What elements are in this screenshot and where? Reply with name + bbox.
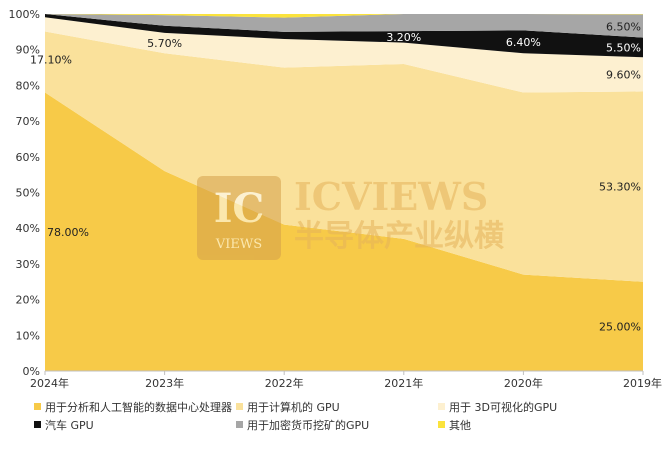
legend-swatch xyxy=(34,403,41,410)
area-series-4 xyxy=(45,14,643,38)
watermark-logo-box xyxy=(197,176,281,260)
y-tick-label: 20% xyxy=(16,294,40,307)
data-label: 78.00% xyxy=(47,226,89,239)
y-tick-label: 10% xyxy=(16,329,40,342)
legend-label: 用于分析和人工智能的数据中心处理器 xyxy=(45,400,232,414)
legend-label: 汽车 GPU xyxy=(45,418,94,432)
x-tick-label: 2021年 xyxy=(384,376,423,390)
y-tick-label: 50% xyxy=(16,187,40,200)
legend-swatch xyxy=(438,421,445,428)
watermark: IC VIEWS ICVIEWS 半导体产业纵横 xyxy=(197,174,504,260)
x-tick-label: 2022年 xyxy=(265,376,304,390)
data-label: 5.70% xyxy=(147,37,182,50)
legend-swatch xyxy=(438,403,445,410)
y-tick-label: 70% xyxy=(16,115,40,128)
watermark-name-en: ICVIEWS xyxy=(294,174,488,219)
data-labels: 78.00% 17.10% 5.70% 3.20% 6.40% 25.00% 53.30% 9… xyxy=(30,20,641,333)
y-tick-label: 60% xyxy=(16,151,40,164)
legend-label: 用于 3D可视化的GPU xyxy=(449,400,557,414)
legend-label: 其他 xyxy=(449,419,471,432)
y-tick-label: 100% xyxy=(9,8,40,21)
y-tick-label: 40% xyxy=(16,222,40,235)
legend-label: 用于计算机的 GPU xyxy=(247,400,340,414)
data-label: 6.40% xyxy=(506,36,541,49)
legend-label: 用于加密货币挖矿的GPU xyxy=(247,418,369,432)
watermark-logo-bottom: VIEWS xyxy=(215,237,262,252)
x-tick-label: 2023年 xyxy=(145,376,184,390)
watermark-logo-top: IC xyxy=(214,185,265,232)
area-series-5 xyxy=(45,14,643,18)
y-tick-label: 80% xyxy=(16,79,40,92)
legend-swatch xyxy=(34,421,41,428)
y-tick-label: 30% xyxy=(16,258,40,271)
legend: 用于分析和人工智能的数据中心处理器 用于计算机的 GPU 用于 3D可视化的GPU 汽… xyxy=(34,400,557,432)
area-series-group xyxy=(45,14,643,371)
data-label: 17.10% xyxy=(30,53,72,66)
data-label: 5.50% xyxy=(606,41,641,54)
data-label: 25.00% xyxy=(599,320,641,333)
data-label: 53.30% xyxy=(599,181,641,194)
data-label: 6.50% xyxy=(606,20,641,33)
legend-swatch xyxy=(236,403,243,410)
data-label: 9.60% xyxy=(606,68,641,81)
x-tick-label: 2024年 xyxy=(30,376,69,390)
area-series-2 xyxy=(45,17,643,93)
x-tick-label: 2019年 xyxy=(623,376,662,390)
y-tick-label: 90% xyxy=(16,44,40,57)
data-label: 3.20% xyxy=(386,31,421,44)
watermark-name-cn: 半导体产业纵横 xyxy=(294,219,504,254)
area-series-1 xyxy=(45,31,643,282)
y-tick-label: 0% xyxy=(23,365,40,378)
x-tick-label: 2020年 xyxy=(504,376,543,390)
axes: 0% 10% 20% 30% 40% 50% 60% 70% 80% 90% 100% 2024年 20… xyxy=(9,8,662,390)
legend-swatch xyxy=(236,421,243,428)
area-series-3 xyxy=(45,14,643,58)
